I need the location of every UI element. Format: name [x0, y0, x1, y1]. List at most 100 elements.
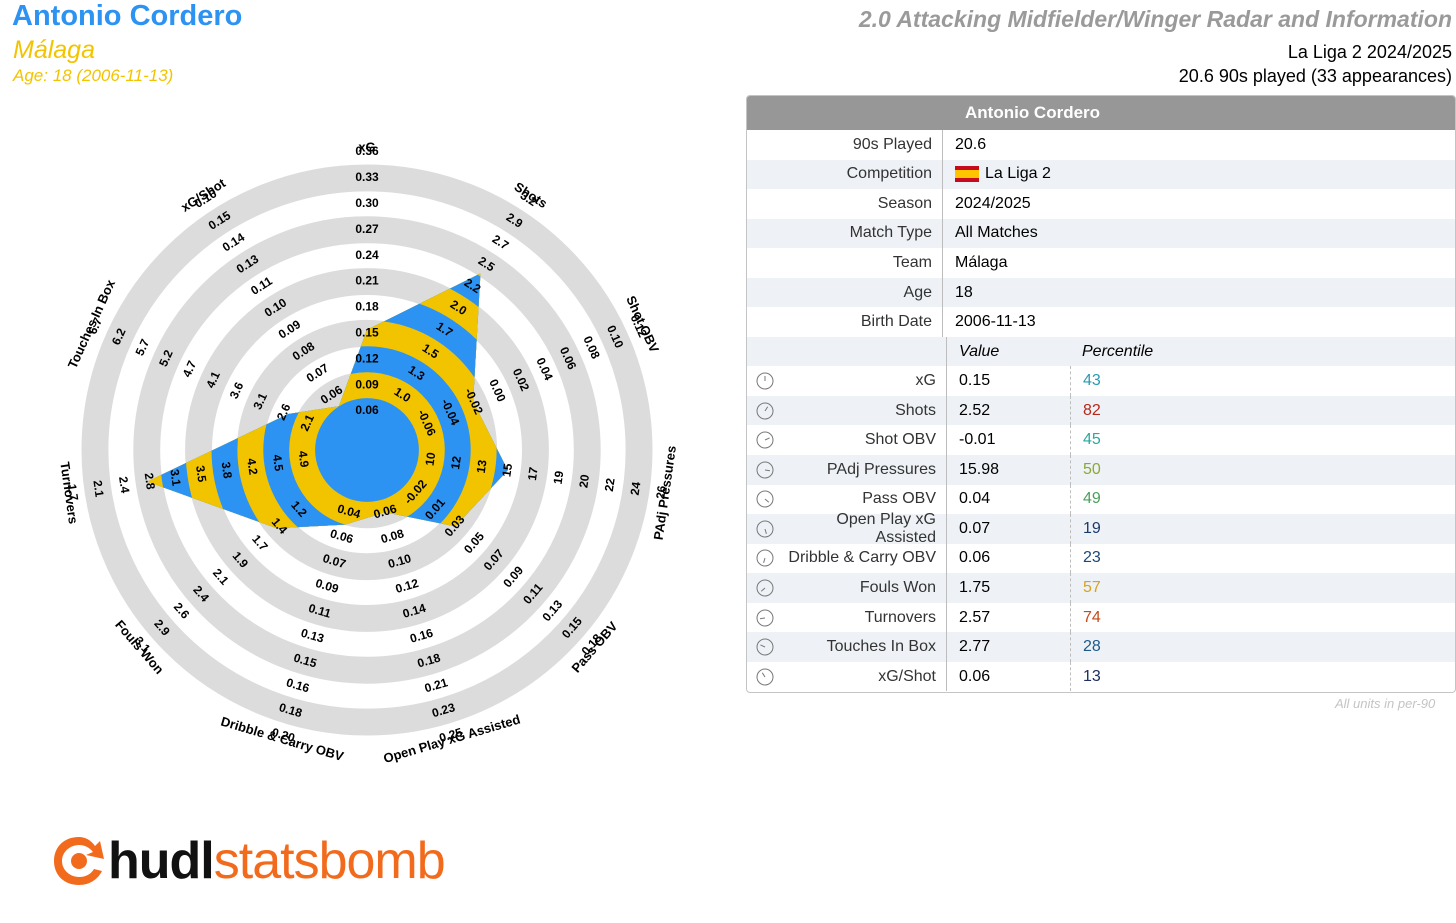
stat-percentile: 43 [1070, 366, 1101, 396]
logo-text-statsbomb: statsbomb [213, 832, 446, 890]
radar-center [341, 424, 393, 476]
stat-label: Pass OBV [862, 490, 936, 508]
stat-label: Fouls Won [859, 578, 936, 596]
info-label: Competition [846, 165, 932, 183]
radar-tick-label: 2.6 [171, 600, 193, 622]
radar-tick-label: 0.24 [355, 248, 379, 262]
spain-flag-icon [955, 166, 979, 183]
radar-tick-label: 0.13 [299, 626, 326, 646]
clock-dial-icon [747, 579, 779, 597]
column-subheader: Value Percentile [747, 336, 1455, 367]
percentile-column-head: Percentile [1082, 342, 1154, 360]
radar-tick-label: 0.20 [270, 725, 297, 745]
stat-label: Shots [895, 401, 936, 419]
stat-value: 2.52 [946, 395, 1070, 426]
radar-tick-label: 3.8 [219, 461, 235, 480]
radar-ring [185, 268, 549, 632]
radar-tick-label: 3.1 [250, 390, 270, 411]
clock-dial-icon [747, 638, 779, 656]
radar-tick-label: 4.2 [244, 457, 260, 476]
clock-dial-icon [747, 431, 779, 449]
radar-tick-label: 0.08 [379, 526, 406, 546]
radar-tick-label: 0.18 [355, 300, 379, 314]
info-value: 2024/2025 [942, 189, 1452, 219]
radar-tick-label: 2.6 [274, 401, 294, 422]
radar-tick-label: 0.33 [355, 170, 379, 184]
stat-label: xG [915, 372, 936, 390]
stat-value: 0.04 [946, 484, 1070, 515]
radar-tick-label: 4.7 [180, 358, 200, 379]
radar-tick-label: 0.16 [408, 626, 435, 646]
radar-tick-label: 0.16 [285, 675, 312, 695]
radar-tick-label: 13 [474, 459, 490, 475]
info-row: Team Málaga [747, 248, 1455, 278]
table-body: 90s Played 20.6 Competition La Liga 2 Season… [747, 130, 1455, 692]
clock-dial-icon [747, 668, 779, 686]
stat-row: Open Play xG Assisted 0.07 19 [747, 511, 1455, 546]
radar-tick-label: 3.5 [193, 465, 209, 484]
clock-dial-icon [747, 609, 779, 627]
age-line: Age: 18 (2006-11-13) [13, 66, 174, 85]
stat-label: Dribble & Carry OBV [788, 549, 936, 567]
radar-tick-label: 0.10 [386, 551, 413, 571]
stat-value: 15.98 [946, 455, 1070, 485]
stat-label: Touches In Box [826, 638, 936, 656]
radar-tick-label: 0.25 [438, 725, 465, 745]
radar-tick-label: 5.7 [133, 337, 153, 358]
radar-tick-label: 0.06 [372, 501, 399, 521]
stat-label: xG/Shot [878, 667, 936, 685]
radar-tick-label: 0.15 [355, 326, 379, 340]
radar-tick-label: 0.06 [355, 403, 379, 417]
info-row: Match Type All Matches [747, 218, 1455, 249]
clock-dial-icon [747, 490, 779, 508]
stat-value: -0.01 [946, 425, 1070, 456]
stat-percentile: 23 [1070, 543, 1101, 574]
statsbomb-logo-icon [54, 837, 104, 885]
info-label: Season [877, 194, 932, 212]
radar-tick-label: 0.08 [580, 334, 603, 361]
stat-value: 2.77 [946, 632, 1070, 662]
info-label: Age [903, 283, 932, 301]
played-summary: 20.6 90s played (33 appearances) [1178, 66, 1452, 86]
radar-tick-label: 0.04 [336, 501, 363, 521]
stat-label: Shot OBV [864, 431, 936, 449]
stat-percentile: 50 [1070, 455, 1101, 485]
radar-metric-label: xG [358, 139, 375, 154]
stat-percentile: 28 [1070, 632, 1101, 662]
stat-value: 0.15 [946, 366, 1070, 396]
radar-tick-label: 1.7 [65, 483, 81, 502]
competition-season: La Liga 2 2024/2025 [1287, 42, 1452, 62]
radar-tick-label: 0.14 [401, 601, 428, 621]
radar-tick-label: 4.5 [270, 454, 286, 473]
value-column-head: Value [946, 336, 1070, 367]
radar-ring [133, 216, 601, 684]
clock-dial-icon [747, 520, 779, 538]
stat-row: Dribble & Carry OBV 0.06 23 [747, 543, 1455, 574]
table-header: Antonio Cordero [747, 96, 1455, 130]
clock-dial-icon [747, 549, 779, 567]
radar-tick-label: 12 [448, 455, 464, 471]
info-value: 2006-11-13 [942, 307, 1452, 337]
radar-tick-label: 0.36 [355, 144, 379, 158]
radar-tick-label: 6.2 [109, 326, 129, 347]
radar-tick-label: 2.7 [490, 232, 512, 253]
info-label: Birth Date [860, 313, 932, 331]
stat-row: PAdj Pressures 15.98 50 [747, 455, 1455, 485]
radar-tick-label: 3.6 [227, 380, 247, 401]
stat-value: 0.06 [946, 661, 1070, 692]
radar-tick-label: 0.00 [486, 377, 509, 404]
info-row: 90s Played 20.6 [747, 130, 1455, 160]
info-row: Birth Date 2006-11-13 [747, 307, 1455, 337]
team-name: Málaga [13, 36, 95, 64]
hudl-statsbomb-logo: hudl statsbomb [50, 830, 446, 892]
stat-row: Touches In Box 2.77 28 [747, 632, 1455, 662]
radar-tick-label: 3.1 [167, 468, 183, 487]
radar-tick-label: 4.1 [203, 369, 223, 390]
radar-tick-label: 0.12 [394, 576, 421, 596]
radar-tick-label: 2.4 [116, 476, 132, 495]
radar-tick-label: 26 [653, 484, 669, 500]
clock-dial-icon [747, 402, 779, 420]
stat-percentile: 74 [1070, 602, 1101, 633]
stat-percentile: 49 [1070, 484, 1101, 515]
stat-percentile: 82 [1070, 395, 1101, 426]
